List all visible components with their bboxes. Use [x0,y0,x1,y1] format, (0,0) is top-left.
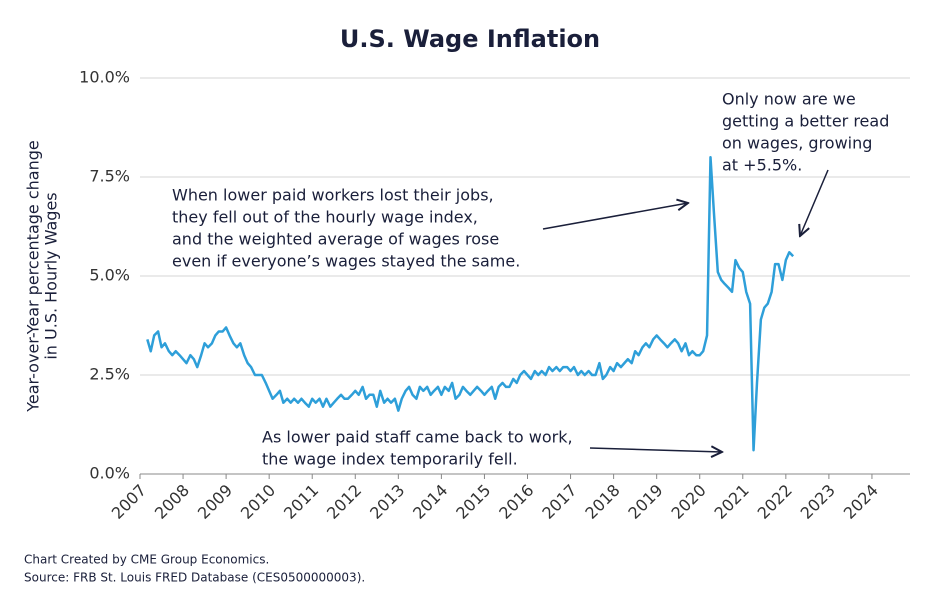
y-tick-label: 0.0% [89,464,130,483]
x-tick-label: 2014 [409,481,451,523]
x-tick-label: 2015 [452,481,494,523]
y-tick-label: 5.0% [89,266,130,285]
y-axis-label: in U.S. Hourly Wages [42,192,61,359]
annotation: at +5.5%. [722,156,802,175]
annotation: even if everyone’s wages stayed the same… [172,252,520,271]
chart-title: U.S. Wage Inflation [340,25,600,53]
x-tick-label: 2013 [366,481,408,523]
annotation-arrow [589,448,722,452]
footer-note: Chart Created by CME Group Economics. [24,553,269,567]
annotation-arrow [542,203,688,230]
y-axis-label: Year-over-Year percentage change [24,140,43,412]
x-tick-label: 2018 [581,481,623,523]
x-tick-label: 2007 [108,481,150,523]
x-tick-label: 2009 [194,481,236,523]
annotation: As lower paid staff came back to work, [262,428,573,447]
x-tick-label: 2012 [323,481,365,523]
x-tick-label: 2023 [797,481,839,523]
x-tick-label: 2016 [495,481,537,523]
data-line [146,155,795,452]
y-tick-label: 7.5% [89,167,130,186]
footer-note: Source: FRB St. Louis FRED Database (CES… [24,571,365,585]
y-tick-label: 2.5% [89,365,130,384]
annotation: they fell out of the hourly wage index, [172,208,478,227]
annotation: Only now are we [722,90,856,109]
annotation: on wages, growing [722,134,872,153]
annotation: getting a better read [722,112,889,131]
x-tick-label: 2008 [151,481,193,523]
annotation: the wage index temporarily fell. [262,450,518,469]
x-tick-label: 2019 [624,481,666,523]
x-tick-label: 2020 [668,481,710,523]
annotation: and the weighted average of wages rose [172,230,499,249]
x-tick-label: 2021 [711,481,753,523]
x-tick-label: 2024 [840,481,882,523]
y-tick-label: 10.0% [79,68,130,87]
annotation-arrow [800,169,829,236]
x-tick-label: 2017 [538,481,580,523]
annotation: When lower paid workers lost their jobs, [172,186,494,205]
x-tick-label: 2022 [754,481,796,523]
x-tick-label: 2011 [280,481,322,523]
x-tick-label: 2010 [237,481,279,523]
